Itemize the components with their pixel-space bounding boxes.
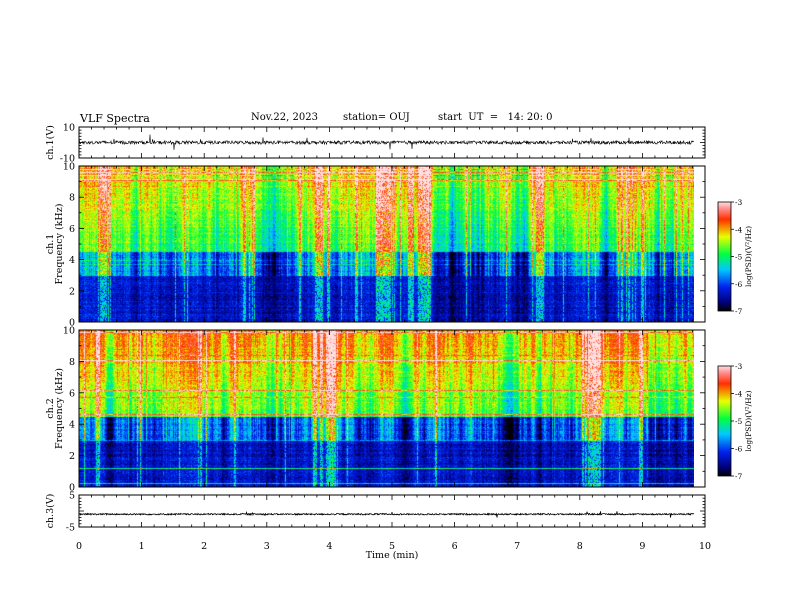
- ch1-spectrogram-image: [79, 166, 694, 322]
- y-tick-label: 6: [69, 388, 75, 399]
- colorbar-tick-label: -7: [735, 307, 743, 316]
- y-tick-label: 8: [69, 193, 75, 204]
- y-axis-label: ch.3(V): [45, 494, 56, 529]
- date-label: Nov.22, 2023: [251, 112, 318, 123]
- y-tick-label: 10: [63, 123, 75, 134]
- ch2-spectrogram-image: [79, 330, 694, 487]
- x-tick-label: 0: [76, 541, 82, 552]
- figure-title: VLF Spectra: [80, 112, 150, 125]
- y-tick-label: 2: [69, 286, 75, 297]
- colorbar-tick-label: -7: [735, 472, 743, 481]
- x-tick-label: 7: [514, 541, 520, 552]
- y-tick-label: 0: [69, 483, 75, 494]
- colorbar-tick-label: -4: [735, 225, 743, 234]
- y-tick-label: 10: [63, 326, 75, 337]
- y-tick-label: 10: [63, 162, 75, 173]
- colorbar-tick-label: -5: [735, 253, 743, 262]
- x-tick-label: 9: [639, 541, 645, 552]
- colorbar-tick-label: -5: [735, 417, 743, 426]
- y-tick-label: -10: [60, 154, 75, 165]
- x-tick-label: 8: [577, 541, 583, 552]
- y-axis-label: Frequency (kHz): [54, 368, 65, 449]
- ch3-waveform-trace: [78, 511, 695, 518]
- y-tick-label: 6: [69, 224, 75, 235]
- colorbar-label: log(PSD)(V²/Hz): [744, 226, 753, 287]
- station-label: station= OUJ: [343, 112, 410, 123]
- colorbar: [717, 365, 732, 477]
- x-tick-label: 6: [452, 541, 458, 552]
- x-tick-label: 10: [699, 541, 711, 552]
- colorbar: [717, 201, 732, 312]
- start-time-label: start UT = 14: 20: 0: [438, 112, 553, 123]
- y-tick-label: 4: [69, 420, 75, 431]
- y-tick-label: 8: [69, 357, 75, 368]
- x-tick-label: 3: [264, 541, 270, 552]
- y-axis-label: ch.1: [45, 234, 56, 255]
- y-tick-label: 5: [69, 491, 75, 502]
- colorbar-label: log(PSD)(V²/Hz): [744, 390, 753, 451]
- colorbar-tick-label: -3: [735, 198, 743, 207]
- x-tick-label: 5: [389, 541, 395, 552]
- x-tick-label: 4: [326, 541, 332, 552]
- colorbar-tick-label: -6: [735, 280, 743, 289]
- y-axis-label: ch.1(V): [45, 125, 56, 160]
- y-tick-label: 4: [69, 255, 75, 266]
- x-axis-label: Time (min): [366, 550, 419, 561]
- y-axis-label: ch.2: [45, 398, 56, 419]
- ch1-waveform-trace: [78, 134, 695, 150]
- y-tick-label: -5: [66, 523, 75, 534]
- x-tick-label: 2: [201, 541, 207, 552]
- y-tick-label: 2: [69, 451, 75, 462]
- colorbar-tick-label: -3: [735, 362, 743, 371]
- y-axis-label: Frequency (kHz): [54, 204, 65, 285]
- y-tick-label: 0: [69, 318, 75, 329]
- colorbar-tick-label: -4: [735, 390, 743, 399]
- colorbar-tick-label: -6: [735, 445, 743, 454]
- x-tick-label: 1: [139, 541, 145, 552]
